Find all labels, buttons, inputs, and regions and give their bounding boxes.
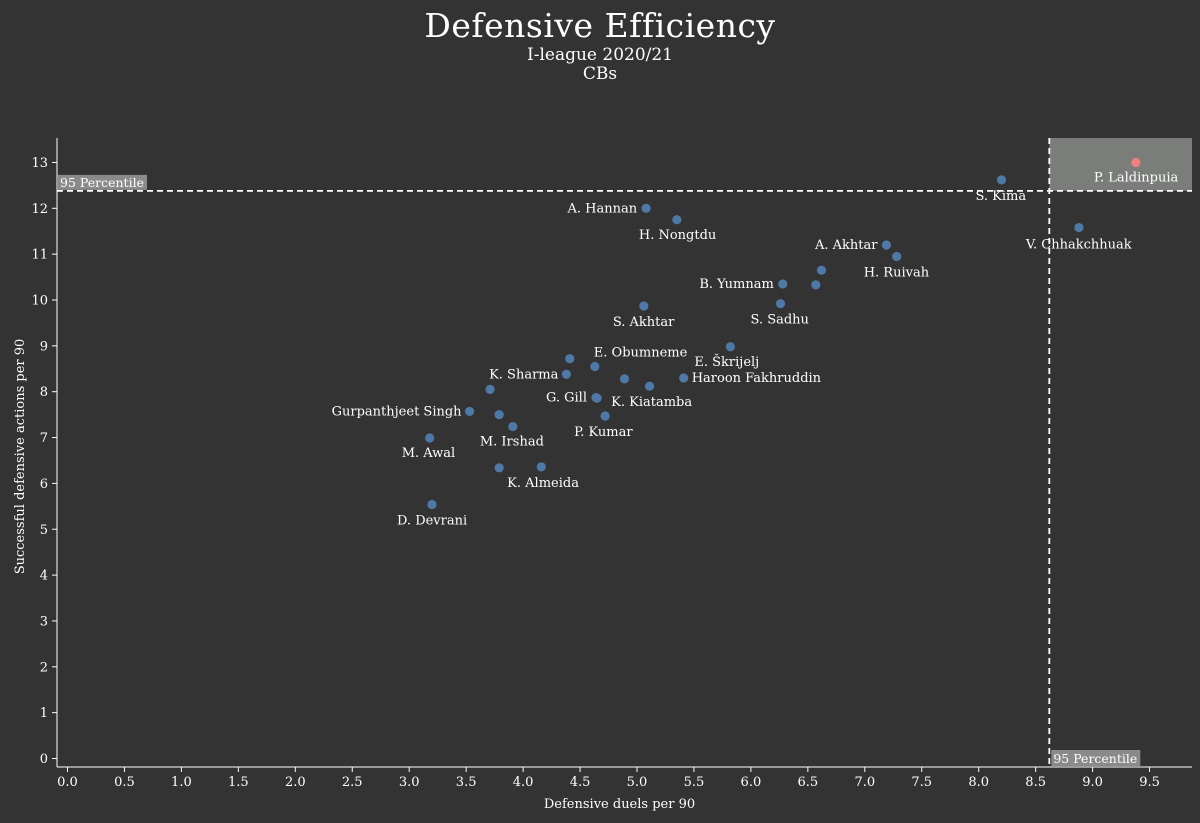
- y-tick-label: 12: [31, 202, 48, 217]
- point-label: Haroon Fakhruddin: [692, 371, 822, 386]
- elite-zone: [1049, 138, 1192, 191]
- data-point: [508, 421, 518, 432]
- percentile-label-y: 95 Percentile: [60, 175, 144, 190]
- x-tick-label: 8.5: [1025, 775, 1046, 790]
- y-tick-label: 1: [40, 706, 48, 721]
- data-point: [892, 251, 902, 262]
- x-tick-label: 7.0: [854, 775, 875, 790]
- point-label: S. Sadhu: [751, 313, 809, 328]
- y-tick-label: 10: [31, 294, 48, 309]
- chart-subtitle-league: I-league 2020/21: [526, 45, 673, 65]
- y-tick-label: 7: [40, 431, 48, 446]
- data-point: [485, 384, 495, 395]
- data-point: [590, 361, 600, 372]
- y-tick-label: 5: [40, 523, 48, 538]
- point-label: E. Škrijelj: [694, 353, 759, 370]
- point-label: G. Gill: [546, 391, 587, 406]
- point-label: K. Almeida: [507, 476, 579, 491]
- x-tick-label: 6.0: [741, 775, 762, 790]
- data-point: [1131, 157, 1141, 168]
- data-point: [494, 463, 504, 473]
- y-tick-label: 9: [40, 339, 48, 354]
- data-point: [639, 301, 649, 311]
- point-label: A. Akhtar: [814, 238, 878, 253]
- x-tick-label: 1.5: [228, 775, 249, 790]
- y-tick-label: 13: [31, 156, 48, 171]
- y-tick-label: 11: [31, 248, 48, 263]
- data-point: [427, 499, 437, 510]
- point-label: Gurpanthjeet Singh: [332, 404, 463, 419]
- y-axis-label: Successful defensive actions per 90: [13, 339, 28, 575]
- y-tick-label: 3: [40, 614, 48, 629]
- data-point: [641, 203, 651, 213]
- data-point: [565, 354, 575, 364]
- x-tick-label: 0.5: [114, 775, 135, 790]
- point-label: S. Kima: [975, 189, 1026, 204]
- point-label: K. Sharma: [489, 367, 559, 382]
- x-axis-label: Defensive duels per 90: [544, 797, 695, 812]
- point-label: P. Laldinpuia: [1094, 170, 1179, 185]
- point-label: E. Obumneme: [594, 346, 688, 361]
- data-point: [811, 280, 821, 290]
- x-tick-label: 4.5: [570, 775, 591, 790]
- chart-subtitle-position: CBs: [582, 64, 618, 84]
- y-tick-label: 2: [40, 660, 48, 675]
- data-point: [600, 411, 610, 421]
- point-label: V. Chhakchhuak: [1025, 238, 1132, 253]
- data-point: [464, 406, 475, 417]
- data-point: [881, 240, 892, 250]
- data-point: [775, 299, 786, 309]
- data-point: [1074, 222, 1084, 233]
- data-point: [778, 279, 788, 289]
- x-tick-label: 9.0: [1082, 775, 1103, 790]
- data-point: [996, 175, 1007, 185]
- point-label: M. Irshad: [480, 435, 544, 450]
- chart-titles: Defensive Efficiency I-league 2020/21 CB…: [0, 0, 1200, 84]
- x-tick-label: 6.5: [798, 775, 819, 790]
- x-tick-label: 5.0: [627, 775, 648, 790]
- x-tick-label: 7.5: [911, 775, 932, 790]
- x-tick-label: 5.5: [684, 775, 705, 790]
- data-point: [536, 462, 546, 472]
- percentile-label-box-y: [58, 174, 147, 190]
- data-point: [425, 433, 435, 443]
- percentile-label-box-x: [1051, 750, 1141, 766]
- x-tick-label: 0.0: [57, 775, 78, 790]
- point-label: K. Kiatamba: [611, 395, 692, 410]
- y-tick-label: 4: [40, 569, 48, 584]
- x-tick-label: 3.5: [456, 775, 477, 790]
- percentile-label-x: 95 Percentile: [1053, 751, 1137, 766]
- data-point: [725, 342, 735, 352]
- point-label: A. Hannan: [567, 201, 638, 216]
- data-point: [592, 393, 602, 403]
- x-tick-label: 3.0: [399, 775, 420, 790]
- point-label: H. Nongtdu: [639, 228, 716, 243]
- x-tick-label: 2.5: [342, 775, 363, 790]
- x-tick-label: 4.0: [513, 775, 534, 790]
- data-point: [644, 381, 655, 391]
- point-label: S. Akhtar: [613, 315, 675, 330]
- y-tick-label: 6: [40, 477, 48, 492]
- data-point: [679, 373, 689, 383]
- point-label: H. Ruivah: [864, 265, 930, 280]
- data-point: [619, 374, 630, 384]
- x-tick-label: 2.0: [285, 775, 306, 790]
- point-label: P. Kumar: [574, 425, 633, 440]
- data-point: [561, 369, 571, 379]
- point-label: B. Yumnam: [699, 277, 773, 292]
- data-point: [494, 410, 504, 420]
- x-tick-label: 8.0: [968, 775, 989, 790]
- point-label: M. Awal: [402, 446, 455, 461]
- chart-title: Defensive Efficiency: [424, 6, 776, 45]
- x-tick-label: 1.0: [171, 775, 192, 790]
- y-tick-label: 8: [40, 385, 48, 400]
- x-tick-label: 9.5: [1139, 775, 1160, 790]
- data-point: [816, 265, 827, 275]
- y-tick-label: 0: [40, 752, 48, 767]
- point-label: D. Devrani: [397, 513, 467, 528]
- data-point: [672, 215, 682, 225]
